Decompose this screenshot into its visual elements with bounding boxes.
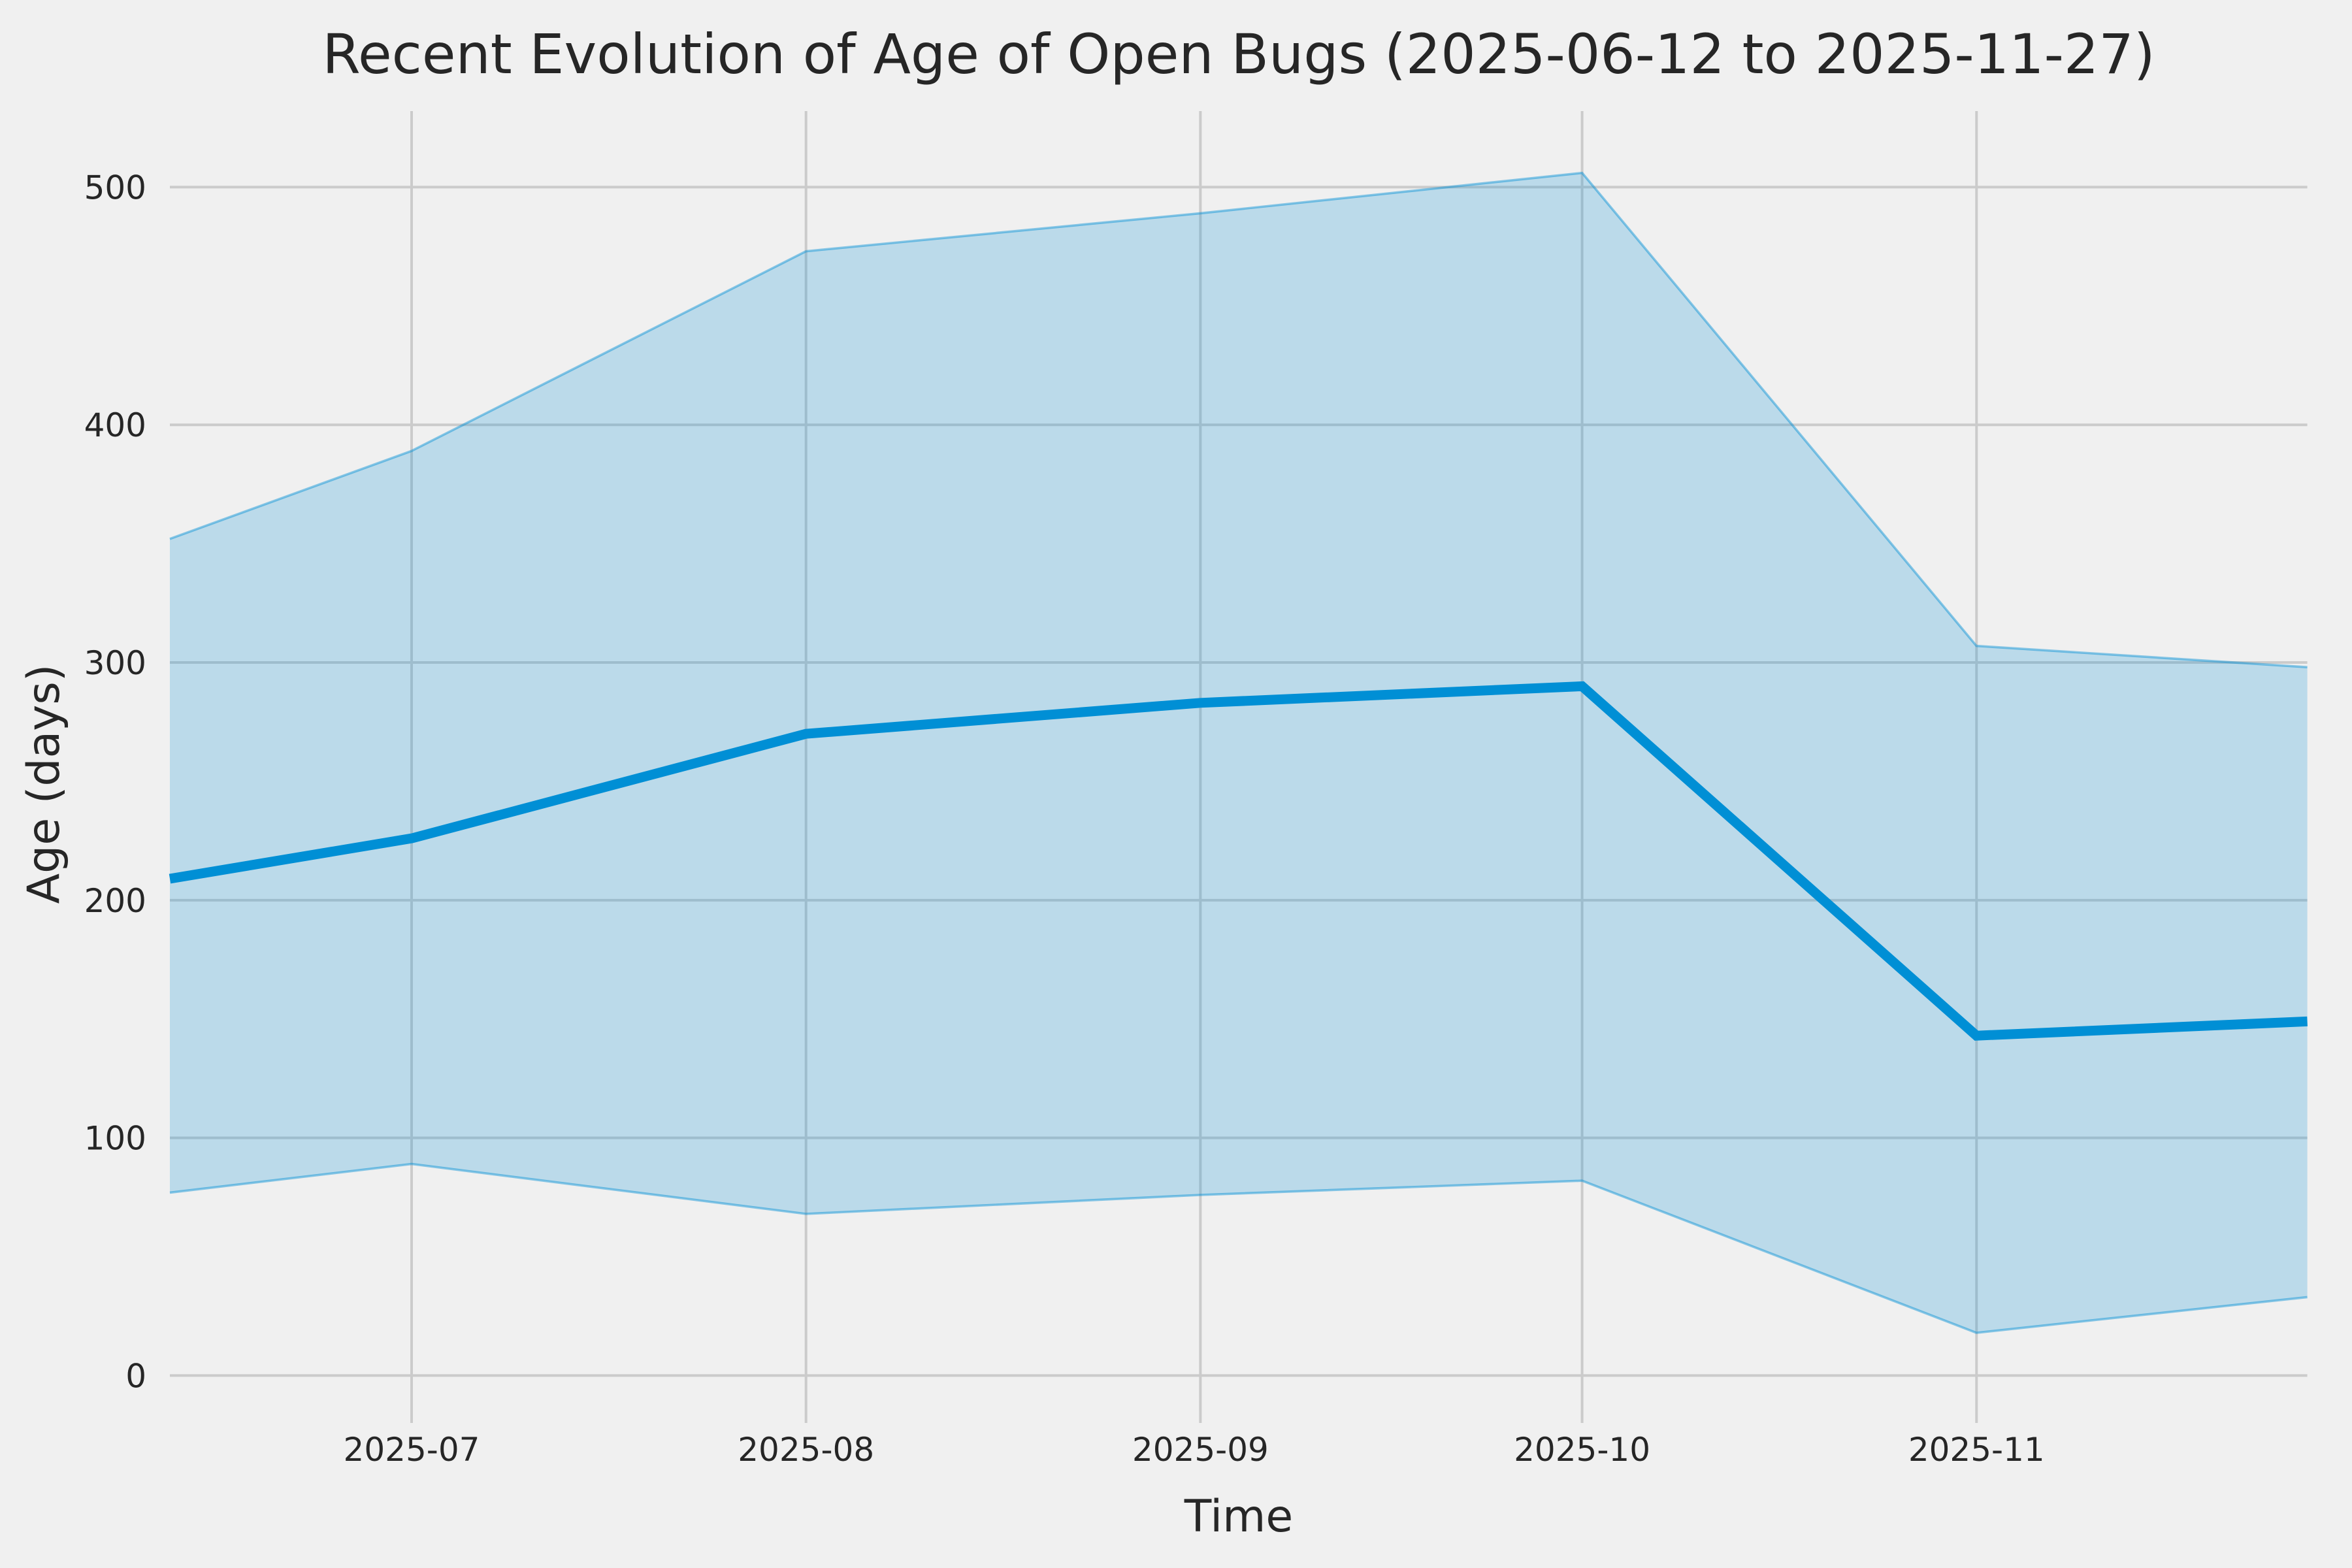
y-tick-label: 200	[84, 882, 146, 920]
y-tick-label: 300	[84, 644, 146, 682]
y-tick-label: 100	[84, 1120, 146, 1158]
y-tick-label: 0	[125, 1357, 146, 1395]
y-tick-label: 400	[84, 406, 146, 444]
x-tick-label: 2025-08	[738, 1431, 874, 1469]
chart-title: Recent Evolution of Age of Open Bugs (20…	[322, 22, 2155, 86]
x-tick-label: 2025-09	[1132, 1431, 1269, 1469]
grid-layer	[170, 111, 2308, 1411]
x-tick-label: 2025-07	[344, 1431, 480, 1469]
x-tick-label: 2025-10	[1514, 1431, 1650, 1469]
x-axis-label: Time	[1184, 1491, 1293, 1543]
tick-label-layer: 2025-07 2025-08 2025-09 2025-10 2025-11 0 100 2…	[84, 169, 2045, 1469]
series-layer	[169, 681, 2308, 1041]
tick-layer	[410, 1411, 1978, 1423]
y-tick-label: 500	[84, 169, 146, 206]
age-range-band	[170, 172, 2308, 1333]
band-lower-edge	[169, 1162, 2308, 1334]
band-upper-edge	[169, 171, 2308, 668]
median-age-line	[169, 681, 2308, 1041]
confidence-band-layer	[169, 171, 2308, 1334]
y-axis-label: Age (days)	[18, 664, 70, 904]
x-tick-label: 2025-11	[1908, 1431, 2045, 1469]
